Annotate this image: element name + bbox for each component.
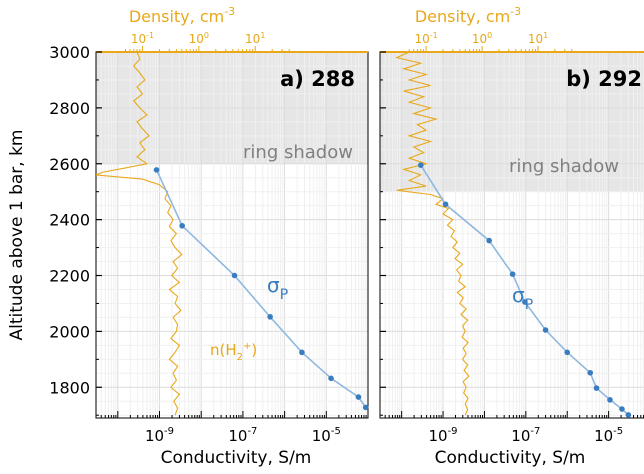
panel-label-b: b) 292 — [566, 67, 642, 91]
conductivity-point — [542, 327, 549, 333]
top-tick-label-exp: -1 — [430, 31, 438, 40]
conductivity-point — [355, 394, 362, 400]
top-axis-label-a-sup: -3 — [224, 5, 235, 18]
top-axis-label-b-base: Density, cm — [415, 7, 510, 26]
conductivity-point — [231, 272, 238, 279]
y-tick-label: 2400 — [49, 211, 90, 230]
sigma-p-label-sub: P — [525, 297, 533, 313]
y-tick-label: 2200 — [49, 267, 90, 286]
x-tick-label-exp: -9 — [164, 426, 174, 437]
top-tick-label-base: 10 — [245, 32, 260, 46]
x-tick-label-exp: -7 — [247, 426, 257, 437]
conductivity-point — [509, 271, 516, 277]
x-tick-label: 10-9 — [428, 426, 457, 445]
x-tick-label-exp: -7 — [530, 426, 540, 437]
density-label-end: ) — [251, 341, 257, 359]
conductivity-point — [486, 237, 492, 244]
x-axis-label-b: Conductivity, S/m — [435, 448, 586, 468]
density-label-a: n(H2+) — [210, 341, 257, 363]
top-axis-label-a-base: Density, cm — [129, 7, 224, 26]
y-tick-label: 2800 — [49, 99, 90, 118]
top-tick-label: 100 — [189, 31, 209, 46]
conductivity-point — [619, 406, 625, 412]
x-axis-label-a: Conductivity, S/m — [161, 448, 312, 468]
conductivity-point — [564, 349, 571, 356]
top-tick-label-exp: 1 — [543, 31, 548, 40]
y-tick-label: 2000 — [49, 322, 90, 341]
x-tick-label-base: 10 — [145, 427, 164, 445]
conductivity-point — [442, 201, 449, 208]
grid-a — [96, 52, 368, 418]
top-tick-label: 100 — [472, 31, 492, 46]
conductivity-point — [153, 167, 160, 173]
ring-shadow-label-a: ring shadow — [243, 142, 353, 163]
top-tick-label-base: 10 — [189, 32, 204, 46]
sigma-p-label-a: σP — [267, 273, 288, 303]
grid-b — [380, 52, 644, 418]
conductivity-point — [625, 412, 632, 418]
conductivity-point — [362, 404, 369, 411]
top-tick-label-exp: -1 — [146, 31, 154, 40]
density-label-sup: + — [243, 341, 251, 352]
panel-label-a: a) 288 — [280, 67, 355, 91]
top-tick-label: 101 — [528, 31, 548, 46]
top-tick-label: 10-1 — [414, 31, 437, 46]
top-tick-label-exp: 0 — [204, 31, 209, 40]
y-tick-label: 2600 — [49, 155, 90, 174]
ring-shadow-label-b: ring shadow — [509, 156, 619, 177]
conductivity-line-a — [155, 169, 367, 408]
conductivity-point — [417, 162, 424, 168]
top-tick-label-exp: 0 — [487, 31, 492, 40]
y-tick-label: 3000 — [49, 43, 90, 62]
x-tick-label-exp: -5 — [331, 426, 341, 437]
top-tick-label: 101 — [245, 31, 265, 46]
x-tick-label: 10-5 — [594, 426, 623, 445]
sigma-p-label-sub: P — [280, 287, 288, 303]
sigma-p-label-main: σ — [512, 283, 525, 307]
top-tick-label-base: 10 — [131, 32, 146, 46]
density-label-sub: 2 — [237, 352, 243, 363]
x-tick-label-base: 10 — [228, 427, 247, 445]
x-tick-label-exp: -5 — [613, 426, 623, 437]
x-tick-label-base: 10 — [511, 427, 530, 445]
conductivity-point — [267, 314, 273, 320]
density-profile-line-a — [96, 52, 183, 416]
x-tick-label: 10-7 — [511, 426, 540, 445]
sigma-p-label-b: σP — [512, 283, 533, 313]
conductivity-point — [607, 397, 613, 403]
y-axis-label: Altitude above 1 bar, km — [7, 130, 27, 341]
top-tick-label-base: 10 — [472, 32, 487, 46]
y-tick-label: 1800 — [49, 378, 90, 397]
conductivity-point — [328, 375, 334, 382]
conductivity-point — [587, 369, 594, 376]
top-axis-label-b-sup: -3 — [510, 5, 521, 18]
x-tick-label-base: 10 — [312, 427, 331, 445]
top-tick-label-exp: 1 — [260, 31, 265, 40]
x-tick-label-base: 10 — [428, 427, 447, 445]
x-tick-label-base: 10 — [594, 427, 613, 445]
top-tick-label-base: 10 — [528, 32, 543, 46]
top-axis-label-b: Density, cm-3 — [415, 5, 521, 26]
x-tick-label: 10-7 — [228, 426, 257, 445]
density-profile-line-b — [395, 52, 470, 416]
conductivity-point — [179, 222, 185, 229]
x-tick-label-exp: -9 — [448, 426, 458, 437]
conductivity-point — [299, 349, 305, 356]
top-axis-label-a: Density, cm-3 — [129, 5, 235, 26]
conductivity-point — [522, 299, 528, 305]
sigma-p-label-main: σ — [267, 273, 280, 297]
top-tick-label: 10-1 — [131, 31, 154, 46]
density-label-main: n(H — [210, 341, 237, 359]
conductivity-point — [593, 385, 600, 391]
x-tick-label: 10-9 — [145, 426, 174, 445]
top-tick-label-base: 10 — [414, 32, 429, 46]
x-tick-label: 10-5 — [312, 426, 341, 445]
